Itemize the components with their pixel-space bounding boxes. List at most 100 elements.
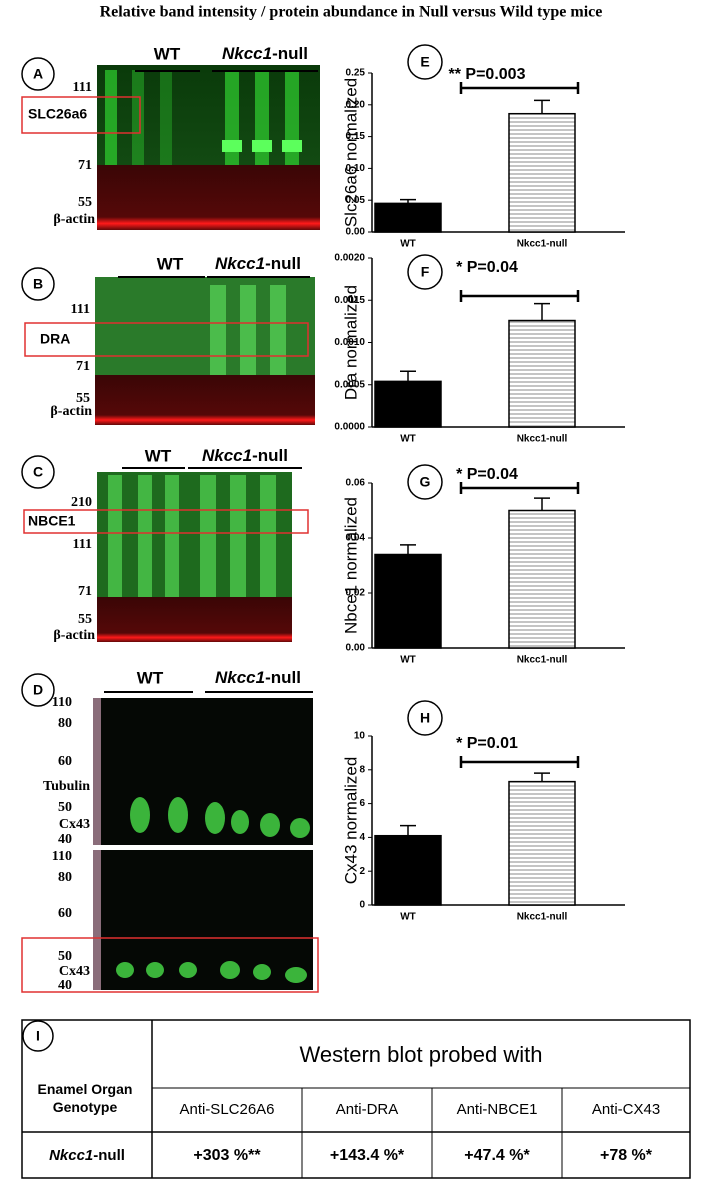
significance-bracket (459, 82, 580, 94)
error-bar (534, 497, 550, 511)
annotation: * P=0.04 (456, 259, 518, 276)
error-bar (400, 370, 416, 382)
group-label: WT (154, 44, 181, 63)
annotation: * P=0.04 (456, 466, 518, 483)
significance-bracket (459, 290, 580, 302)
panel-letter: A (33, 66, 43, 82)
marker: 60 (58, 754, 72, 769)
panel-letter: F (421, 264, 430, 280)
blot-image (97, 472, 292, 597)
genotype: Nkcc1-null (49, 1147, 125, 1164)
y-axis-label: Nbce1 normalized (341, 497, 360, 634)
y-tick-label: 0.0015 (334, 295, 365, 306)
marker: 50 (58, 800, 72, 815)
group-label-suffix: -null (272, 44, 308, 63)
marker: 55 (78, 195, 92, 210)
marker: 210 (71, 495, 92, 510)
x-tick-label: WT (400, 655, 416, 666)
group-label: WT (145, 446, 172, 465)
panel-circle (407, 464, 443, 500)
column-header: Anti-NBCE1 (457, 1101, 538, 1118)
blot-image (97, 597, 292, 642)
y-tick-label: 10 (354, 731, 366, 742)
figure-title: Relative band intensity / protein abunda… (100, 4, 603, 21)
genotype-suffix: -null (93, 1147, 125, 1164)
panel-letter: I (36, 1028, 40, 1044)
marker: 60 (58, 906, 72, 921)
group-label: Nkcc1-null (215, 668, 301, 687)
panel-letter: G (420, 474, 431, 490)
marker: 110 (52, 849, 72, 864)
x-tick-label: WT (400, 239, 416, 250)
y-tick-label: 2 (359, 866, 365, 877)
target-label: DRA (40, 331, 70, 347)
marker: 50 (58, 949, 72, 964)
marker: 71 (78, 158, 92, 173)
y-tick-label: 0.04 (346, 533, 366, 544)
x-tick-label: Nkcc1-null (517, 239, 568, 250)
panel-letter: D (33, 682, 43, 698)
error-bar (400, 198, 416, 204)
blot-a: A WT Nkcc1-null 111 71 55 β-actin SLC26a… (21, 44, 320, 230)
annotation: ** P=0.003 (449, 66, 526, 83)
y-tick-label: 0 (359, 900, 365, 911)
x-tick-label: WT (400, 434, 416, 445)
x-tick-label: Nkcc1-null (517, 655, 568, 666)
panel-letter: H (420, 710, 430, 726)
band-label: Cx43 (59, 964, 90, 979)
error-bar (534, 772, 550, 782)
panel-letter: C (33, 464, 43, 480)
group-label: WT (157, 254, 184, 273)
blot-image (95, 375, 315, 425)
y-tick-label: 0.06 (346, 478, 366, 489)
bar (374, 553, 442, 649)
significance-bracket (459, 482, 580, 494)
error-bar (534, 99, 550, 114)
marker: 71 (78, 584, 92, 599)
y-tick-label: 8 (359, 764, 365, 775)
group-label-italic: Nkcc1 (215, 254, 265, 273)
marker: 40 (58, 832, 72, 847)
error-bar (400, 544, 416, 555)
blot-d: D WT Nkcc1-null 110 80 60 50 40 Tubulin … (21, 668, 319, 993)
x-tick-label: Nkcc1-null (517, 912, 568, 923)
loading-label: β-actin (50, 404, 92, 419)
column-header: Anti-CX43 (592, 1101, 660, 1118)
y-tick-label: 4 (359, 832, 365, 843)
y-tick-label: 0.10 (346, 163, 366, 174)
group-label: Nkcc1-null (215, 254, 301, 273)
annotation: * P=0.01 (456, 735, 518, 752)
table-cell: +303 %** (193, 1147, 261, 1164)
target-label: NBCE1 (28, 513, 76, 529)
group-label-italic: Nkcc1 (215, 668, 265, 687)
error-bar (534, 302, 550, 321)
panel-circle (407, 44, 443, 80)
blot-b: B WT Nkcc1-null 111 71 55 β-actin DRA (21, 254, 315, 425)
marker: 55 (78, 612, 92, 627)
y-tick-label: 0.25 (346, 68, 366, 79)
bar (374, 380, 442, 428)
group-label-suffix: -null (265, 668, 301, 687)
genotype-italic: Nkcc1 (49, 1147, 93, 1164)
marker: 40 (58, 978, 72, 993)
significance-bracket (459, 756, 580, 768)
panel-letter: B (33, 276, 43, 292)
y-tick-label: 0.02 (346, 588, 366, 599)
marker: 111 (73, 537, 92, 552)
marker: 80 (58, 870, 72, 885)
summary-table: I Western blot probed with Enamel Organ G… (21, 1019, 691, 1179)
y-tick-label: 0.0020 (334, 253, 365, 264)
bar (508, 319, 576, 428)
marker: 110 (52, 695, 72, 710)
group-label-italic: Nkcc1 (222, 44, 272, 63)
group-label-suffix: -null (265, 254, 301, 273)
bar (508, 509, 576, 649)
bar (374, 834, 442, 906)
row-header-line: Genotype (53, 1099, 118, 1115)
y-tick-label: 0.00 (346, 643, 366, 654)
row-header: Enamel Organ Genotype (38, 1081, 133, 1115)
row-header-line: Enamel Organ (38, 1081, 133, 1097)
group-label: Nkcc1-null (222, 44, 308, 63)
blot-c: C WT Nkcc1-null 210 111 71 55 β-actin NB… (21, 446, 309, 643)
loading-label: β-actin (53, 628, 95, 643)
